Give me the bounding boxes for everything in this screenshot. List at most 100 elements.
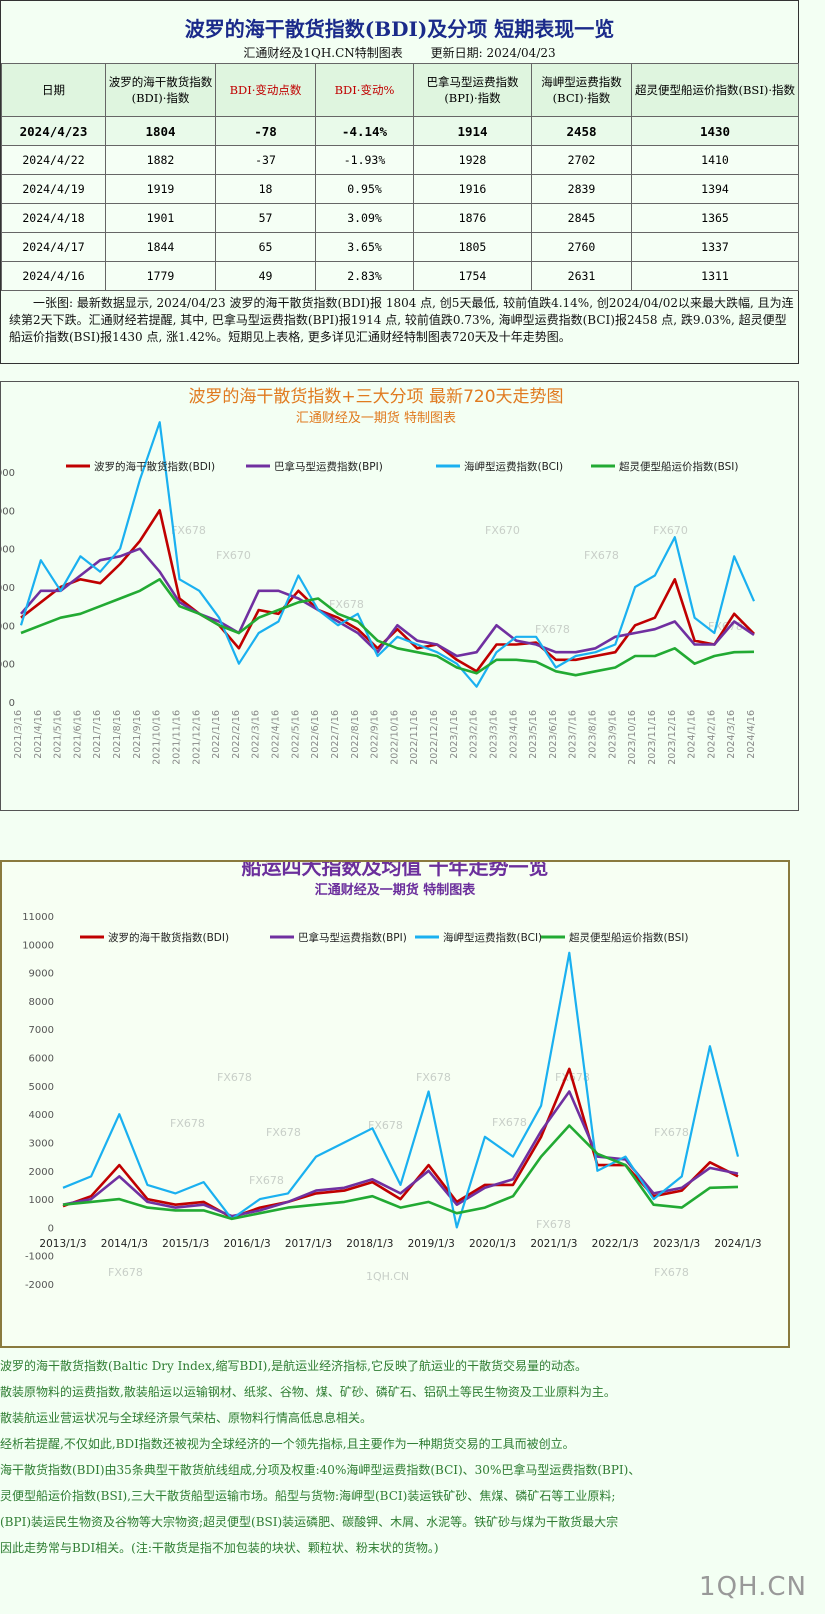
y-tick-label: 3000 [1, 583, 15, 594]
watermark-text: FX678 [654, 1126, 689, 1139]
table-cell: 18 [215, 174, 316, 204]
x-tick-label: 2021/12/16 [191, 710, 202, 765]
chart-ten-year: 船运四大指数及均值 十年走势一览 汇通财经及一期货 特制图表 -2000 -1000 0… [0, 855, 790, 1348]
note-line: 散装航运业营运状况与全球经济景气荣枯、原物料行情高低息息相关。 [0, 1411, 373, 1425]
table-header-row: 日期 波罗的海干散货指数(BDI)·指数 BDI·变动点数 BDI·变动% 巴拿… [1, 63, 799, 117]
y-tick-label: 6000 [29, 1054, 54, 1065]
x-tick-label: 2022/3/16 [251, 710, 262, 759]
table-cell: 2760 [531, 232, 632, 262]
note-line: 经析若提醒,不仅如此,BDI指数还被视为全球经济的一个领先指标,且主要作为一种期… [0, 1437, 575, 1451]
watermark-text: FX678 [535, 623, 570, 636]
table-cell: 2839 [531, 174, 632, 204]
x-tick-label: 2022/8/16 [350, 710, 361, 759]
x-tick-label: 2020/1/3 [469, 1238, 516, 1250]
watermark-text: FX678 [368, 1119, 403, 1132]
x-tick-label: 2015/1/3 [162, 1238, 209, 1250]
table-cell: 2024/4/19 [1, 174, 106, 204]
table-cell: 1928 [413, 145, 532, 175]
table-cell: 1805 [413, 232, 532, 262]
y-tick-label: 6000 [1, 468, 15, 479]
col-header-bci: 海岬型运费指数(BCI)·指数 [531, 63, 632, 117]
table-cell: 2702 [531, 145, 632, 175]
y-tick-label: 1000 [1, 660, 15, 671]
table-cell: 2631 [531, 261, 632, 291]
table-cell: 1754 [413, 261, 532, 291]
watermark-text: FX678 [249, 1174, 284, 1187]
x-tick-label: 2024/1/16 [687, 710, 698, 759]
x-tick-label: 2023/9/16 [607, 710, 618, 759]
y-tick-label: -2000 [25, 1280, 54, 1291]
watermark-text: FX670 [653, 524, 688, 537]
legend-label: 超灵便型船运价指数(BSI) [619, 460, 738, 473]
table-cell: 1337 [631, 232, 799, 262]
x-tick-label: 2021/9/16 [132, 710, 143, 759]
notes-section: 波罗的海干散货指数(Baltic Dry Index,缩写BDI),是航运业经济… [0, 1353, 825, 1561]
table-cell: 1779 [105, 261, 216, 291]
watermark-text: FX678 [492, 1116, 527, 1129]
x-tick-label: 2023/10/16 [627, 710, 638, 765]
col-header-bdi: 波罗的海干散货指数(BDI)·指数 [105, 63, 216, 117]
legend-label: 海岬型运费指数(BCI) [464, 460, 563, 473]
x-tick-label: 2024/1/3 [714, 1238, 761, 1250]
chart-subtitle: 汇通财经及一期货 特制图表 [315, 882, 477, 898]
x-tick-label: 2019/1/3 [408, 1238, 455, 1250]
table-cell: 2024/4/16 [1, 261, 106, 291]
legend-label: 巴拿马型运费指数(BPI) [298, 931, 407, 944]
y-tick-label: 3000 [29, 1138, 54, 1149]
watermark-text: FX678 [171, 524, 206, 537]
x-tick-label: 2021/8/16 [112, 710, 123, 759]
y-tick-label: 10000 [22, 940, 54, 951]
chart-subtitle: 汇通财经及一期货 特制图表 [296, 410, 456, 426]
y-tick-label: 4000 [1, 545, 15, 556]
table-cell: 2458 [531, 116, 632, 146]
table-cell: 2.83% [315, 261, 414, 291]
y-tick-label: 0 [9, 698, 15, 709]
note-line: 灵便型船运价指数(BSI),三大干散货船型运输市场。船型与货物:海岬型(BCI)… [0, 1489, 616, 1503]
y-tick-label: 0 [48, 1223, 54, 1234]
watermark-text: FX678 [536, 1218, 571, 1231]
watermark-text: FX670 [216, 549, 251, 562]
note-line: 海干散货指数(BDI)由35条典型干散货航线组成,分项及权重:40%海岬型运费指… [0, 1463, 641, 1477]
table-cell: 1914 [413, 116, 532, 146]
x-tick-label: 2022/12/16 [429, 710, 440, 765]
series-line-bsi [20, 578, 755, 677]
note-line: 波罗的海干散货指数(Baltic Dry Index,缩写BDI),是航运业经济… [0, 1359, 587, 1373]
table-cell: -78 [215, 116, 316, 146]
y-tick-label: 7000 [29, 1025, 54, 1036]
table-cell: 3.09% [315, 203, 414, 233]
x-tick-label: 2021/10/16 [152, 710, 163, 765]
x-tick-label: 2014/1/3 [101, 1238, 148, 1250]
x-tick-label: 2016/1/3 [224, 1238, 271, 1250]
x-tick-label: 2021/4/16 [33, 710, 44, 759]
table-cell: 1365 [631, 203, 799, 233]
brand-watermark: 1QH.CN [699, 1572, 807, 1602]
table-row: 2024/4/23 1804 -78 -4.14% 1914 2458 1430 [1, 116, 799, 146]
x-tick-label: 2024/2/16 [706, 710, 717, 759]
watermark-text: FX678 [217, 1071, 252, 1084]
y-tick-label: 8000 [29, 997, 54, 1008]
series-line-bsi [62, 1124, 739, 1221]
x-tick-label: 2022/1/16 [211, 710, 222, 759]
table-cell: 49 [215, 261, 316, 291]
series-line-bpi [62, 1090, 739, 1218]
bdi-table: 日期 波罗的海干散货指数(BDI)·指数 BDI·变动点数 BDI·变动% 巴拿… [1, 63, 799, 291]
table-cell: 1916 [413, 174, 532, 204]
watermark-text: FX678 [108, 1266, 143, 1279]
table-cell: 57 [215, 203, 316, 233]
x-tick-label: 2023/7/16 [568, 710, 579, 759]
table-cell: 0.95% [315, 174, 414, 204]
x-tick-label: 2023/2/16 [469, 710, 480, 759]
watermark-text: FX678 [416, 1071, 451, 1084]
y-tick-label: 5000 [1, 506, 15, 517]
x-tick-label: 2022/10/16 [389, 710, 400, 765]
table-cell: 1311 [631, 261, 799, 291]
table-row: 2024/4/22 1882 -37 -1.93% 1928 2702 1410 [1, 145, 799, 175]
table-cell: 2024/4/18 [1, 203, 106, 233]
x-tick-label: 2023/1/3 [653, 1238, 700, 1250]
table-cell: 1876 [413, 203, 532, 233]
update-date: 更新日期: 2024/04/23 [430, 46, 556, 60]
x-tick-label: 2021/3/16 [13, 710, 24, 759]
col-header-bpi: 巴拿马型运费指数(BPI)·指数 [413, 63, 532, 117]
